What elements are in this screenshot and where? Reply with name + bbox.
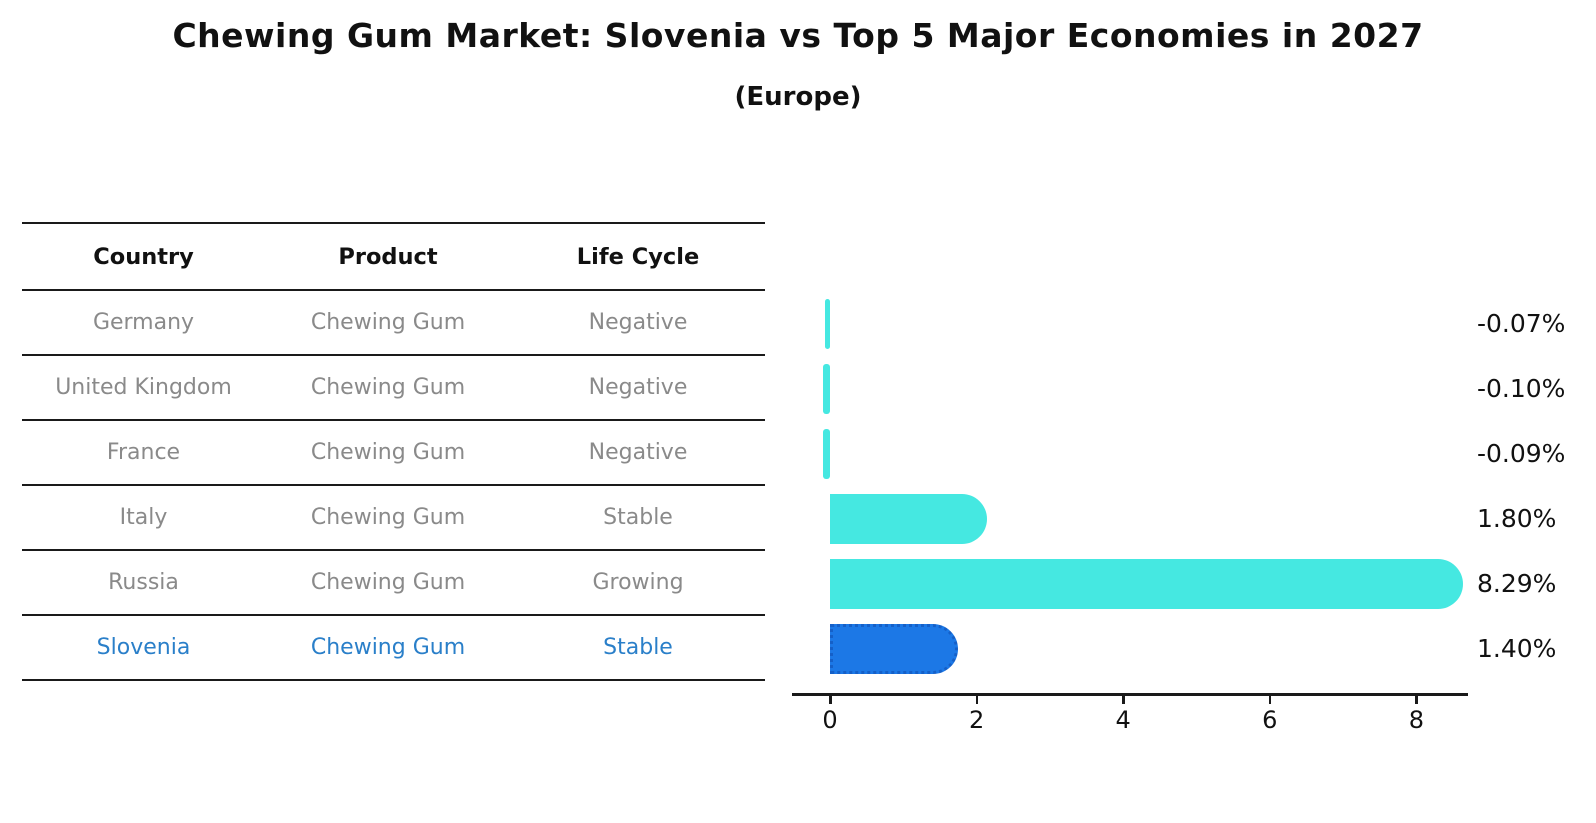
cell-life-cycle: Stable [603,505,673,530]
value-label: -0.07% [1477,309,1566,338]
x-axis-tick-label: 0 [822,706,838,734]
column-header-product: Product [338,243,438,270]
table-row-slovenia-highlight: Slovenia Chewing Gum Stable [22,616,765,681]
cell-country: France [106,440,181,465]
page-subtitle: (Europe) [734,82,862,112]
x-axis-tick [1415,695,1418,704]
x-axis-tick-label: 8 [1408,706,1425,734]
table-row: Russia Chewing Gum Growing [22,551,765,616]
cell-product: Chewing Gum [310,375,466,400]
value-label: 1.40% [1477,634,1557,663]
bar-italy [830,494,987,544]
table-row: France Chewing Gum Negative [22,421,765,486]
value-label: -0.09% [1477,439,1566,468]
x-axis-tick-label: 4 [1115,706,1131,734]
x-axis-tick [1122,695,1125,704]
table-row: Italy Chewing Gum Stable [22,486,765,551]
x-axis-tick-label: 2 [968,706,985,734]
value-label: -0.10% [1477,374,1566,403]
bar-united-kingdom [822,364,830,414]
bar-slovenia-highlighted [830,624,958,674]
x-axis-tick [829,695,832,704]
cell-country: United Kingdom [55,375,232,400]
cell-life-cycle: Negative [588,440,688,465]
cell-life-cycle: Negative [588,375,688,400]
x-axis-tick [975,695,979,704]
cell-product: Chewing Gum [310,505,466,530]
cell-country: Italy [119,505,168,530]
page-title: Chewing Gum Market: Slovenia vs Top 5 Ma… [172,16,1424,55]
bar-germany [824,299,830,349]
cell-life-cycle: Growing [592,570,684,595]
column-header-country: Country [93,243,194,270]
table-row: United Kingdom Chewing Gum Negative [22,356,765,421]
cell-product: Chewing Gum [310,440,466,465]
bar-france [823,429,830,479]
x-axis-line [792,693,1468,696]
table-header-row: Country Product Life Cycle [22,224,765,291]
cell-life-cycle: Stable [603,635,673,660]
bar-russia [830,559,1463,609]
x-axis-tick [1268,695,1272,704]
cell-country: Germany [92,310,195,335]
value-label: 1.80% [1477,504,1557,533]
cell-country: Slovenia [96,635,191,660]
table-row: Germany Chewing Gum Negative [22,291,765,356]
country-info-table: Country Product Life Cycle Germany Chewi… [22,222,765,681]
cell-country: Russia [108,570,179,595]
x-axis-tick-label: 6 [1262,706,1278,734]
value-label: 8.29% [1477,569,1557,598]
column-header-life-cycle: Life Cycle [576,243,700,270]
cell-product: Chewing Gum [310,570,466,595]
cell-product: Chewing Gum [310,310,466,335]
cell-life-cycle: Negative [588,310,688,335]
cell-product: Chewing Gum [310,635,466,660]
